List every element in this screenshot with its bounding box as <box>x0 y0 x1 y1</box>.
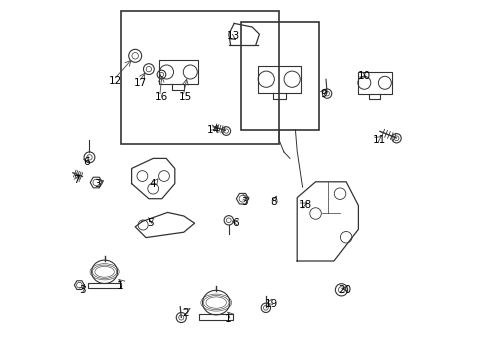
Text: 13: 13 <box>227 31 240 41</box>
Text: 18: 18 <box>299 200 312 210</box>
Bar <box>242 22 319 130</box>
Bar <box>159 60 198 84</box>
Bar <box>199 314 233 320</box>
Bar <box>88 283 121 288</box>
Text: 4: 4 <box>149 179 156 189</box>
Text: 17: 17 <box>134 78 147 88</box>
Text: 5: 5 <box>147 218 154 228</box>
Bar <box>358 72 392 94</box>
Text: 8: 8 <box>270 197 277 207</box>
Text: 11: 11 <box>373 135 386 145</box>
Text: 1: 1 <box>117 281 124 291</box>
Text: 14: 14 <box>207 125 220 135</box>
Text: 2: 2 <box>182 308 189 318</box>
Text: 10: 10 <box>357 71 370 81</box>
Text: 9: 9 <box>320 89 327 99</box>
Bar <box>121 11 279 144</box>
Bar <box>258 66 301 93</box>
Text: 7: 7 <box>73 175 79 185</box>
Text: 3: 3 <box>242 197 248 207</box>
Text: 6: 6 <box>232 218 239 228</box>
Text: 12: 12 <box>109 76 122 86</box>
Text: 3: 3 <box>79 285 86 295</box>
Text: 20: 20 <box>339 285 352 295</box>
Text: 19: 19 <box>265 299 278 309</box>
Text: 3: 3 <box>94 179 100 189</box>
Text: 15: 15 <box>178 92 192 102</box>
Text: 16: 16 <box>155 92 168 102</box>
Text: 6: 6 <box>83 157 90 167</box>
Text: 1: 1 <box>225 314 232 324</box>
